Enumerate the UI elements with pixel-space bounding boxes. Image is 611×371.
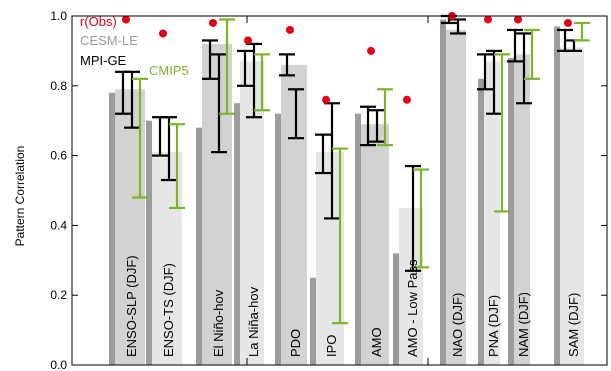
plot-frame <box>71 15 608 366</box>
cesm-bar <box>310 277 316 365</box>
cesm-bar <box>275 113 281 365</box>
error-bar-cesm-le <box>477 53 493 91</box>
category-label: PDO <box>288 329 303 357</box>
category-label: La Niña-hov <box>246 286 261 357</box>
error-bar-mpi-ge <box>124 70 140 129</box>
category-label: ENSO-TS (DJF) <box>161 263 176 357</box>
mpi-bar <box>484 61 500 366</box>
cesm-bar <box>478 78 484 365</box>
error-bar-mpi-ge <box>486 49 502 115</box>
error-bar-cmip5 <box>332 147 348 325</box>
error-bar-mpi-ge <box>288 88 304 140</box>
category-label: NAO (DJF) <box>450 293 465 357</box>
bars-layer <box>109 19 584 366</box>
y-tick-label: 0.4 <box>50 218 67 232</box>
mpi-bar <box>514 54 530 365</box>
obs-marker <box>403 95 411 104</box>
error-bars-layer <box>115 14 590 325</box>
obs-marker <box>564 18 572 27</box>
error-bar-cmip5 <box>169 123 185 210</box>
obs-marker <box>484 15 492 24</box>
error-bar-cmip5 <box>413 168 429 269</box>
cesm-bar <box>554 26 560 365</box>
category-label: IPO <box>324 335 339 357</box>
legend-mpi: MPI-GE <box>80 53 127 68</box>
cesm-bar <box>234 103 240 365</box>
mpi-bar <box>399 207 423 365</box>
error-bar-cmip5 <box>574 21 590 42</box>
legend-obs: r(Obs) <box>80 14 117 29</box>
error-bar-cesm-le <box>237 49 253 87</box>
category-label: AMO - Low Pass <box>405 259 420 357</box>
error-bar-cesm-le <box>315 133 331 175</box>
error-bar-cmip5 <box>524 28 540 80</box>
cesm-bar <box>508 57 514 365</box>
error-bar-cmip5 <box>254 53 270 112</box>
category-label: NAM (DJF) <box>516 292 531 357</box>
y-tick-label: 0.6 <box>50 149 67 163</box>
error-bar-cesm-le <box>360 105 376 147</box>
category-label: AMO <box>369 327 384 357</box>
cesm-bar <box>196 127 202 366</box>
obs-marker <box>514 15 522 24</box>
obs-marker <box>286 25 294 34</box>
mpi-bar <box>240 61 264 366</box>
cesm-bar <box>109 92 115 365</box>
legend-cmip5: CMIP5 <box>149 63 189 78</box>
error-bar-mpi-ge <box>369 109 385 143</box>
error-bar-cesm-le <box>279 53 295 77</box>
obs-markers-layer <box>122 12 572 104</box>
error-bar-mpi-ge <box>405 164 421 272</box>
error-bar-cmip5 <box>219 18 235 115</box>
category-label: ENSO-SLP (DJF) <box>124 255 139 357</box>
error-bar-cmip5 <box>132 77 148 199</box>
y-tick-label: 0.0 <box>50 358 67 371</box>
mpi-bar <box>560 47 584 365</box>
axes-layer: 0.0 0.2 0.4 0.6 0.8 1.0 <box>50 9 608 371</box>
y-axis-label: Pattern Correlation <box>13 146 27 247</box>
cesm-bar <box>440 19 446 366</box>
cesm-bar <box>393 253 399 365</box>
category-label: SAM (DJF) <box>566 293 581 357</box>
error-bar-mpi-ge <box>211 53 227 154</box>
error-bar-cmip5 <box>377 88 393 147</box>
obs-marker <box>244 36 252 45</box>
obs-marker <box>159 29 167 38</box>
cesm-bar <box>146 120 152 365</box>
cesm-bar <box>355 113 361 365</box>
error-bar-cesm-le <box>202 39 218 80</box>
obs-marker <box>209 18 217 27</box>
category-label: PNA (DJF) <box>486 295 501 357</box>
error-bar-cesm-le <box>507 28 523 63</box>
error-bar-cesm-le <box>152 116 168 157</box>
obs-marker <box>367 46 375 55</box>
obs-marker <box>322 95 330 104</box>
error-bar-mpi-ge <box>516 32 532 105</box>
y-tick-label: 0.2 <box>50 288 67 302</box>
error-bar-cmip5 <box>494 53 510 213</box>
mpi-bar <box>281 64 307 366</box>
y-tick-label: 1.0 <box>50 9 67 23</box>
category-labels-layer: ENSO-SLP (DJF) ENSO-TS (DJF) El Niño-hov La… <box>124 255 581 357</box>
legend-cesm: CESM-LE <box>80 33 138 48</box>
category-label: El Niño-hov <box>211 289 226 357</box>
mpi-bar <box>446 29 466 366</box>
mpi-bar <box>361 124 389 365</box>
error-bar-mpi-ge <box>161 116 177 182</box>
obs-marker <box>122 15 130 24</box>
y-tick-label: 0.8 <box>50 79 67 93</box>
